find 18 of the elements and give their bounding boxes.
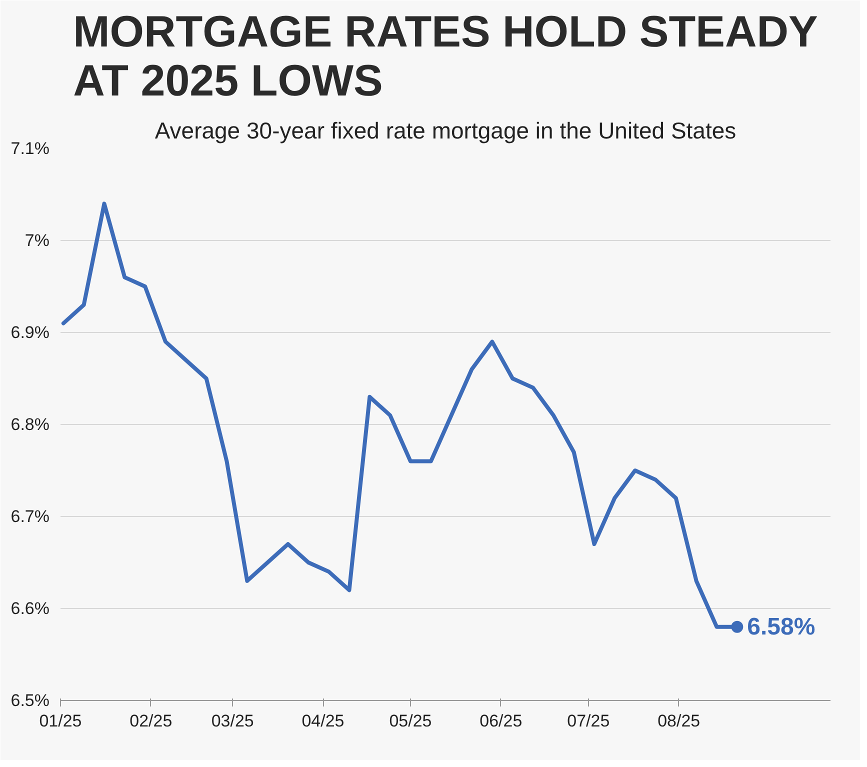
annotation: 6.58% [747,613,816,640]
y-tick-label: 7% [24,231,50,250]
x-tick-label: 07/25 [567,712,610,730]
x-tick-label: 02/25 [130,712,172,730]
x-tick-label: 04/25 [302,712,344,730]
x-tick-label: 06/25 [480,712,522,730]
y-tick-label: 6.7% [10,507,50,526]
y-tick-label: 6.8% [10,415,50,434]
y-tick-label: 7.1% [10,139,50,158]
x-tick-label: 03/25 [211,712,254,730]
y-tick-label: 6.6% [10,599,50,618]
x-tick-label: 08/25 [658,712,700,730]
chart-subtitle: Average 30-year fixed rate mortgage in the United States [154,118,736,144]
y-tick-label: 6.5% [10,691,50,710]
chart-title: MORTGAGE RATES HOLD STEADY AT 2025 LOWS [73,8,818,106]
x-tick-label: 01/25 [39,712,82,730]
y-tick-label: 6.9% [10,323,50,342]
x-tick-label: 05/25 [389,712,432,730]
